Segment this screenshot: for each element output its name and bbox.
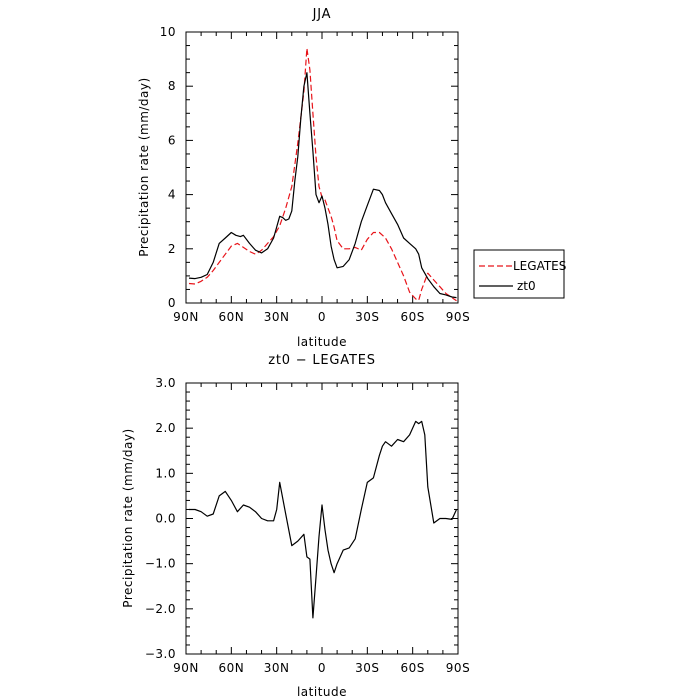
bottom-chart-series xyxy=(189,420,458,619)
bottom-ytick-label: 3.0 xyxy=(155,376,176,390)
bottom-chart-ticks: 90N 60N 30N 0 30S 60S 90S −3.0 −2.0 −1.0 0.0 1.0 2.0… xyxy=(145,376,470,675)
top-chart-title: JJA xyxy=(312,7,332,22)
bottom-chart-ylabel: Precipitation rate (mm/day) xyxy=(121,428,135,607)
top-xtick-label: 90N xyxy=(173,310,199,324)
bottom-xtick-label: 90S xyxy=(446,661,470,675)
top-xtick-label: 0 xyxy=(318,310,326,324)
top-xtick-label: 60N xyxy=(218,310,244,324)
top-ytick-label: 6 xyxy=(168,133,176,147)
top-xtick-label: 60S xyxy=(400,310,424,324)
bottom-ytick-label: 2.0 xyxy=(155,421,176,435)
top-chart-xlabel: latitude xyxy=(297,335,347,349)
top-ytick-label: 8 xyxy=(168,79,176,93)
bottom-chart-frame xyxy=(185,382,459,655)
top-ytick-label: 4 xyxy=(168,188,176,202)
legend-label-zt0: zt0 xyxy=(517,279,536,293)
legend-box xyxy=(473,249,565,299)
top-xtick-label: 90S xyxy=(446,310,470,324)
bottom-xtick-label: 60S xyxy=(400,661,424,675)
top-xtick-label: 30S xyxy=(355,310,379,324)
top-ytick-label: 10 xyxy=(160,25,176,39)
bottom-xtick-label: 0 xyxy=(318,661,326,675)
bottom-series-difference-line xyxy=(189,420,458,619)
bottom-chart-title: zt0 − LEGATES xyxy=(268,353,376,368)
bottom-chart-xlabel: latitude xyxy=(297,685,347,699)
bottom-xtick-label: 60N xyxy=(218,661,244,675)
bottom-ytick-label: −1.0 xyxy=(145,557,176,571)
bottom-chart-panel: zt0 − LEGATES 90N 60N 30N 0 30S 60S 90S −3.0 −2.… xyxy=(121,353,470,699)
top-series-legates-line xyxy=(188,47,457,302)
top-chart-ticks: 90N 60N 30N 0 30S 60S 90S 0 2 4 6 8 10 xyxy=(160,25,470,324)
bottom-ytick-label: 0.0 xyxy=(155,512,176,526)
top-chart-frame xyxy=(185,31,459,304)
top-ytick-label: 2 xyxy=(168,242,176,256)
bottom-ytick-label: −2.0 xyxy=(145,602,176,616)
bottom-xtick-label: 30N xyxy=(264,661,290,675)
legend-label-legates: LEGATES xyxy=(513,259,566,273)
bottom-xtick-label: 90N xyxy=(173,661,199,675)
top-chart-series xyxy=(188,47,457,302)
top-chart-ylabel: Precipitation rate (mm/day) xyxy=(137,77,151,256)
top-ytick-label: 0 xyxy=(168,296,176,310)
top-series-zt0-line xyxy=(188,72,457,299)
top-xtick-label: 30N xyxy=(264,310,290,324)
top-chart-legend: LEGATES zt0 xyxy=(473,249,566,299)
bottom-xtick-label: 30S xyxy=(355,661,379,675)
bottom-ytick-label: 1.0 xyxy=(155,466,176,480)
bottom-ytick-label: −3.0 xyxy=(145,647,176,661)
